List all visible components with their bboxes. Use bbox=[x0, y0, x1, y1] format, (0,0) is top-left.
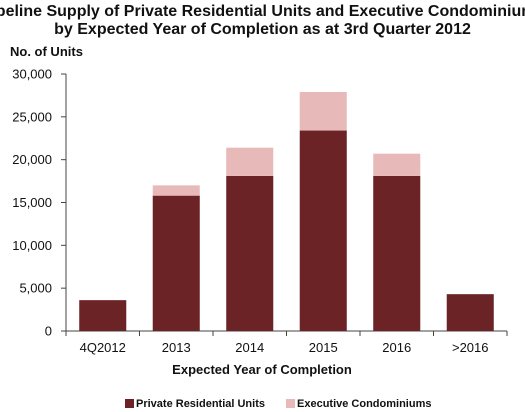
y-tick-label: 10,000 bbox=[12, 238, 52, 253]
legend: Private Residential Units Executive Cond… bbox=[125, 398, 431, 410]
bar-executive-condominiums bbox=[299, 91, 347, 131]
x-tick-label: 2016 bbox=[382, 340, 411, 355]
y-tick-label: 30,000 bbox=[12, 67, 52, 82]
legend-swatch-private-residential-units bbox=[125, 399, 134, 408]
y-tick-label: 0 bbox=[45, 324, 52, 339]
bar-private-residential-units bbox=[299, 130, 347, 331]
y-axis: 0 5,000 10,000 15,000 20,000 25,000 30,000 bbox=[12, 67, 67, 339]
x-tick-label: 2014 bbox=[235, 340, 264, 355]
bar-private-residential-units bbox=[79, 300, 127, 331]
bar-private-residential-units bbox=[373, 175, 421, 331]
y-tick-label: 20,000 bbox=[12, 152, 52, 167]
x-axis-title: Expected Year of Completion bbox=[172, 362, 352, 377]
legend-label-private-residential-units: Private Residential Units bbox=[136, 398, 265, 410]
y-axis-title: No. of Units bbox=[10, 44, 83, 59]
x-tick-label: 2015 bbox=[309, 340, 338, 355]
x-tick-label: 2013 bbox=[162, 340, 191, 355]
bar-executive-condominiums bbox=[152, 185, 200, 196]
bar-private-residential-units bbox=[226, 175, 274, 331]
y-tick-label: 25,000 bbox=[12, 109, 52, 124]
chart-title-line-1: Pipeline Supply of Private Residential U… bbox=[0, 3, 525, 20]
x-tick-label: >2016 bbox=[452, 340, 489, 355]
legend-item-executive-condominiums: Executive Condominiums bbox=[286, 398, 431, 410]
legend-swatch-executive-condominiums bbox=[286, 399, 295, 408]
x-axis: 4Q2012 2013 2014 2015 2016 >2016 bbox=[65, 330, 508, 355]
x-tick-label: 4Q2012 bbox=[80, 340, 126, 355]
y-tick-label: 15,000 bbox=[12, 195, 52, 210]
bar-executive-condominiums bbox=[373, 153, 421, 176]
legend-label-executive-condominiums: Executive Condominiums bbox=[297, 398, 431, 410]
bar-private-residential-units bbox=[152, 195, 200, 331]
chart-title: Pipeline Supply of Private Residential U… bbox=[0, 3, 525, 38]
chart-title-line-2: by Expected Year of Completion as at 3rd… bbox=[54, 21, 471, 38]
y-tick-label: 5,000 bbox=[19, 281, 52, 296]
legend-item-private-residential-units: Private Residential Units bbox=[125, 398, 265, 410]
bar-executive-condominiums bbox=[226, 147, 274, 176]
bar-private-residential-units bbox=[446, 294, 494, 331]
bars bbox=[79, 91, 494, 331]
